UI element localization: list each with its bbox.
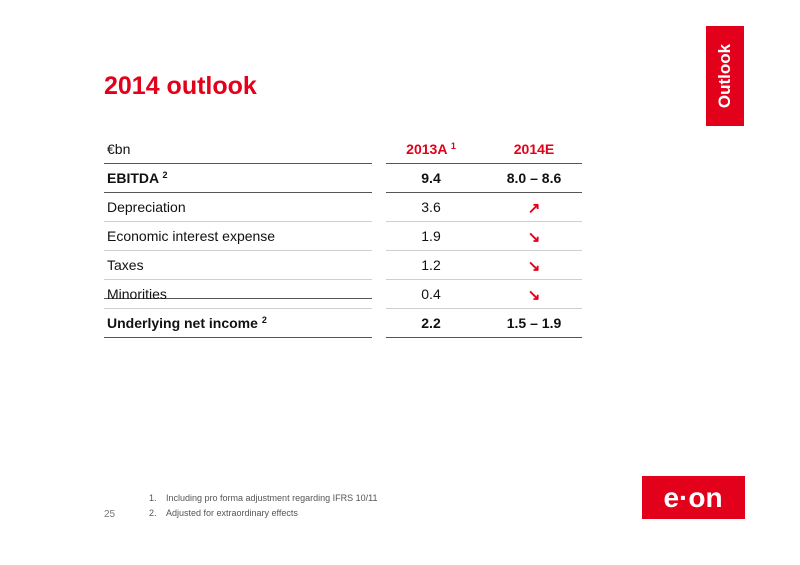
row-label: Underlying net income 2 xyxy=(107,315,267,331)
table-row: EBITDA 2 9.4 8.0 – 8.6 xyxy=(104,164,582,193)
page-number: 25 xyxy=(104,509,116,520)
table-row: Taxes 1.2 ↘ xyxy=(104,251,582,280)
table-rule xyxy=(386,337,582,338)
svg-text:e·on: e·on xyxy=(663,482,722,513)
table-rule xyxy=(386,192,582,193)
trend-down-icon: ↘ xyxy=(527,258,541,275)
table-header-row: €bn 2013A 1 2014E xyxy=(104,135,582,164)
table-rule xyxy=(104,221,372,222)
table-rule xyxy=(386,250,582,251)
table-rule xyxy=(386,221,582,222)
footnotes: 1. Including pro forma adjustment regardi… xyxy=(149,493,377,523)
header-2013a: 2013A 1 xyxy=(406,141,456,157)
table-row: Depreciation 3.6 ↗ xyxy=(104,193,582,222)
value-2013a: 0.4 xyxy=(421,286,441,302)
row-label: Depreciation xyxy=(107,199,186,215)
unit-label: €bn xyxy=(107,141,131,157)
table-rule xyxy=(104,337,372,338)
row-label: Minorities xyxy=(107,286,167,302)
row-label: Economic interest expense xyxy=(107,228,276,244)
row-label: Taxes xyxy=(107,257,144,273)
eon-logo-icon: e·on xyxy=(663,482,722,513)
divider xyxy=(104,298,372,299)
section-tab-label: Outlook xyxy=(715,43,734,109)
footnote-1: 1. Including pro forma adjustment regardi… xyxy=(149,493,378,503)
value-2013a: 1.2 xyxy=(421,257,441,273)
trend-up-icon: ↗ xyxy=(527,200,541,217)
footnote-2: 2. Adjusted for extraordinary effects xyxy=(149,508,298,518)
value-2014e: 8.0 – 8.6 xyxy=(506,170,562,186)
trend-down-icon: ↘ xyxy=(527,287,541,304)
table-rule xyxy=(386,279,582,280)
trend-down-icon: ↘ xyxy=(527,229,541,246)
table-row: Minorities 0.4 ↘ xyxy=(104,280,582,309)
outlook-table: €bn 2013A 1 2014E EBITDA 2 9.4 8.0 – 8.6 De… xyxy=(104,135,582,338)
value-2013a: 1.9 xyxy=(421,228,441,244)
table-rule xyxy=(386,163,582,164)
table-rule xyxy=(104,163,372,164)
table-rule xyxy=(386,308,582,309)
value-2013a: 9.4 xyxy=(421,170,441,186)
slide-title: 2014 outlook xyxy=(104,72,257,100)
value-2013a: 3.6 xyxy=(421,199,441,215)
table-row: Economic interest expense 1.9 ↘ xyxy=(104,222,582,251)
table-rule xyxy=(104,250,372,251)
value-2014e: 1.5 – 1.9 xyxy=(506,315,562,331)
section-tab: Outlook xyxy=(706,26,744,126)
value-2013a: 2.2 xyxy=(421,315,441,331)
table-row: Underlying net income 2 2.2 1.5 – 1.9 xyxy=(104,309,582,338)
eon-logo: e·on xyxy=(642,476,745,519)
header-2014e: 2014E xyxy=(513,141,555,157)
table-rule xyxy=(104,279,372,280)
table-rule xyxy=(104,308,372,309)
table-rule xyxy=(104,192,372,193)
row-label: EBITDA 2 xyxy=(107,170,168,186)
